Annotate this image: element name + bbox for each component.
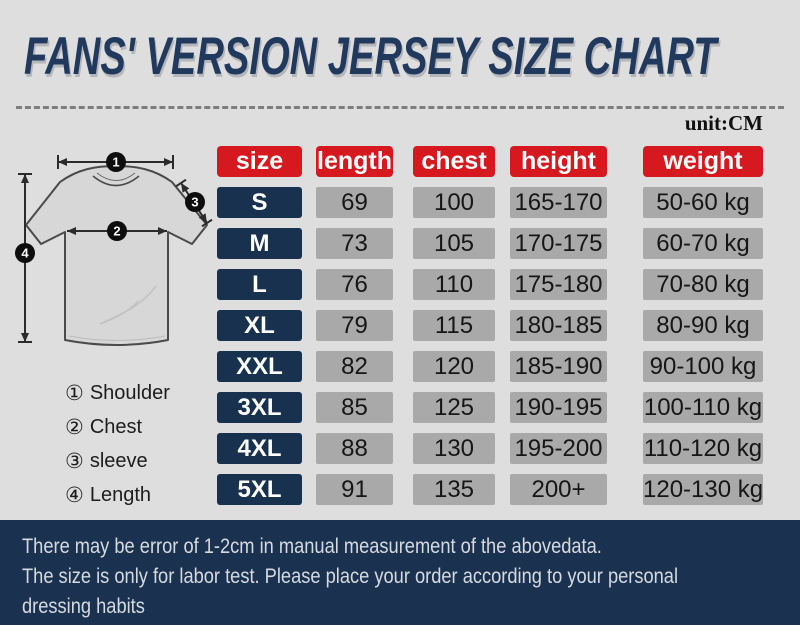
height-cell: 165-170	[510, 187, 607, 218]
header-cell-weight: weight	[643, 146, 763, 177]
svg-text:3: 3	[191, 195, 198, 210]
collar-inner-line	[96, 172, 136, 181]
size-cell: 3XL	[217, 392, 302, 423]
chest-cell: 110	[413, 269, 495, 300]
weight-cell: 100-110 kg	[643, 392, 763, 423]
legend-label: Length	[89, 483, 151, 506]
height-cell: 185-190	[510, 351, 607, 382]
length-cell: 85	[316, 392, 393, 423]
legend-item-sleeve: ③ sleeve	[65, 449, 170, 473]
chest-cell: 130	[413, 433, 495, 464]
height-cell: 195-200	[510, 433, 607, 464]
height-cell: 200+	[510, 474, 607, 505]
marker-4: 4	[15, 243, 35, 263]
weight-cell: 70-80 kg	[643, 269, 763, 300]
length-cell: 69	[316, 187, 393, 218]
legend-item-chest: ② Chest	[65, 415, 170, 439]
tshirt-illustration	[25, 165, 208, 346]
table-row: L 76 110 175-180 70-80 kg	[217, 269, 763, 300]
svg-text:1: 1	[112, 155, 119, 170]
table-header-row: size length chest height weight	[217, 146, 763, 177]
circled-1-icon: ①	[65, 381, 84, 405]
footer-line: The size is only for labor test. Please …	[22, 565, 679, 588]
weight-cell: 110-120 kg	[643, 433, 763, 464]
svg-text:2: 2	[113, 224, 120, 239]
circled-3-icon: ③	[65, 449, 84, 473]
size-cell: 4XL	[217, 433, 302, 464]
unit-label: unit:CM	[684, 111, 763, 135]
table-row: S 69 100 165-170 50-60 kg	[217, 187, 763, 218]
height-cell: 180-185	[510, 310, 607, 341]
chest-cell: 120	[413, 351, 495, 382]
legend-item-shoulder: ① Shoulder	[65, 381, 170, 405]
weight-cell: 90-100 kg	[643, 351, 763, 382]
size-cell: XL	[217, 310, 302, 341]
header-cell-size: size	[217, 146, 302, 177]
size-cell: 5XL	[217, 474, 302, 505]
table-row: 5XL 91 135 200+ 120-130 kg	[217, 474, 763, 505]
footer-disclaimer: There may be error of 1-2cm in manual me…	[0, 520, 800, 625]
page-title: FANS' VERSION JERSEY SIZE CHART	[24, 27, 717, 86]
tshirt-measurement-diagram: 1 2 3	[15, 152, 213, 346]
circled-4-icon: ④	[65, 483, 84, 507]
size-cell: S	[217, 187, 302, 218]
collar-outline	[92, 175, 140, 187]
size-table: size length chest height weight S 69 100…	[217, 146, 763, 515]
circled-2-icon: ②	[65, 415, 84, 439]
size-cell: L	[217, 269, 302, 300]
table-row: 3XL 85 125 190-195 100-110 kg	[217, 392, 763, 423]
size-cell: M	[217, 228, 302, 259]
length-cell: 79	[316, 310, 393, 341]
legend-item-length: ④ Length	[65, 483, 170, 507]
footer-line: There may be error of 1-2cm in manual me…	[22, 535, 602, 558]
chest-cell: 125	[413, 392, 495, 423]
table-row: M 73 105 170-175 60-70 kg	[217, 228, 763, 259]
chest-cell: 100	[413, 187, 495, 218]
weight-cell: 50-60 kg	[643, 187, 763, 218]
marker-1: 1	[106, 152, 126, 172]
chest-cell: 105	[413, 228, 495, 259]
length-cell: 73	[316, 228, 393, 259]
table-row: XXL 82 120 185-190 90-100 kg	[217, 351, 763, 382]
chest-cell: 135	[413, 474, 495, 505]
length-cell: 88	[316, 433, 393, 464]
height-cell: 175-180	[510, 269, 607, 300]
header-cell-height: height	[510, 146, 607, 177]
height-cell: 190-195	[510, 392, 607, 423]
size-cell: XXL	[217, 351, 302, 382]
hem-line	[68, 335, 166, 341]
svg-text:4: 4	[21, 246, 29, 261]
legend-label: sleeve	[89, 449, 148, 472]
table-row: XL 79 115 180-185 80-90 kg	[217, 310, 763, 341]
chest-cell: 115	[413, 310, 495, 341]
legend-label: Chest	[89, 415, 143, 438]
measurement-legend: ① Shoulder ② Chest ③ sleeve ④ Length	[65, 381, 170, 517]
weight-cell: 60-70 kg	[643, 228, 763, 259]
marker-3: 3	[185, 192, 205, 212]
table-row: 4XL 88 130 195-200 110-120 kg	[217, 433, 763, 464]
header-cell-chest: chest	[413, 146, 495, 177]
weight-cell: 80-90 kg	[643, 310, 763, 341]
fabric-crease	[99, 285, 157, 325]
header-cell-length: length	[316, 146, 393, 177]
length-cell: 91	[316, 474, 393, 505]
length-cell: 76	[316, 269, 393, 300]
dashed-divider	[16, 106, 784, 109]
marker-2: 2	[107, 221, 127, 241]
legend-label: Shoulder	[89, 381, 170, 404]
length-cell: 82	[316, 351, 393, 382]
weight-cell: 120-130 kg	[643, 474, 763, 505]
height-cell: 170-175	[510, 228, 607, 259]
footer-line: dressing habits	[22, 595, 145, 618]
